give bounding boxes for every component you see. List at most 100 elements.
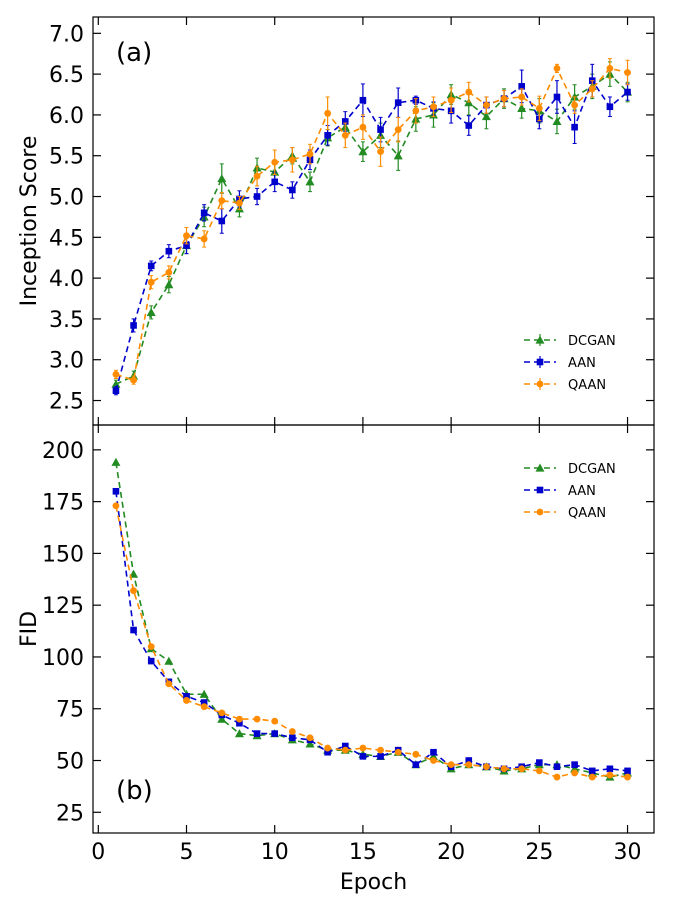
legend-marker [536, 508, 544, 516]
data-point [341, 746, 349, 754]
x-tick-label: 20 [437, 840, 465, 865]
y-tick-label: 2.5 [49, 390, 84, 415]
data-point [217, 174, 227, 183]
data-point [271, 717, 279, 725]
legend-item-dcgan: DCGAN [524, 334, 616, 349]
data-point [147, 278, 155, 286]
legend-marker [536, 486, 544, 494]
data-point [377, 753, 384, 760]
data-point [377, 148, 384, 156]
y-tick-label: 3.5 [49, 308, 84, 333]
data-point [483, 101, 490, 109]
data-point [606, 103, 614, 111]
data-point [165, 269, 173, 276]
data-point [146, 307, 156, 316]
data-point [465, 88, 473, 96]
data-point [271, 158, 279, 166]
data-point [289, 186, 296, 194]
data-point [412, 750, 420, 758]
data-point [393, 151, 403, 160]
data-point [112, 502, 120, 510]
legend-item-aan: AAN [524, 484, 596, 499]
plot-frame [92, 424, 655, 834]
data-point [111, 457, 121, 466]
data-point [218, 197, 226, 205]
x-tick-label: 10 [261, 840, 289, 865]
x-tick-label: 0 [91, 840, 105, 865]
data-point [588, 773, 596, 781]
data-point [483, 763, 490, 771]
data-point [271, 730, 279, 737]
data-point [218, 217, 226, 225]
y-tick-label: 5.0 [49, 186, 84, 211]
data-point [500, 95, 508, 102]
data-point [217, 714, 227, 723]
y-tick-label: 200 [42, 439, 84, 464]
data-point [199, 689, 209, 698]
data-point [447, 96, 455, 104]
data-point [236, 715, 243, 723]
data-point [570, 764, 580, 773]
data-point [306, 734, 314, 742]
data-point [588, 767, 596, 775]
data-point [305, 177, 315, 186]
data-point [341, 131, 349, 139]
data-point [112, 487, 120, 495]
legend-item-aan: AAN [524, 356, 596, 371]
data-point [428, 751, 438, 760]
data-point [571, 101, 579, 109]
data-point [535, 104, 543, 112]
data-point [430, 757, 437, 764]
series-qaan [112, 502, 631, 781]
data-point [606, 765, 614, 773]
data-point [571, 761, 578, 768]
x-tick-label: 5 [180, 840, 194, 865]
data-point [200, 699, 208, 706]
data-point [147, 657, 155, 665]
data-point [359, 123, 367, 131]
y-tick-label: 3.0 [49, 349, 84, 374]
data-point [465, 757, 473, 764]
data-point [164, 280, 174, 289]
y-tick-label: 100 [42, 646, 84, 671]
legend-item-qaan: QAAN [524, 506, 606, 521]
data-point [624, 767, 631, 775]
data-point [394, 126, 402, 134]
data-point [218, 709, 226, 717]
data-point [535, 767, 543, 775]
legend: DCGAN AAN QAAN [524, 334, 616, 393]
data-point [324, 132, 331, 139]
data-point [571, 769, 579, 777]
legend-item-dcgan: DCGAN [524, 462, 616, 477]
series-line [115, 462, 628, 778]
y-tick-label: 125 [42, 594, 84, 619]
data-point [147, 643, 155, 651]
data-point [588, 85, 596, 93]
panel-label: (a) [116, 38, 152, 68]
data-point [289, 734, 296, 742]
data-point [624, 69, 631, 76]
y-tick-label: 4.0 [49, 267, 84, 292]
data-point [624, 773, 631, 781]
data-point [377, 126, 384, 133]
legend-label: QAAN [568, 378, 606, 393]
y-tick-label: 4.5 [49, 226, 84, 251]
data-point [552, 116, 562, 126]
legend-marker [536, 358, 544, 366]
data-point [112, 371, 120, 378]
legend-marker [536, 380, 544, 388]
data-point [111, 379, 121, 388]
data-point [165, 247, 173, 255]
data-point [253, 730, 261, 737]
data-point [553, 763, 561, 771]
data-point [536, 759, 543, 766]
data-point [324, 748, 331, 756]
data-point [553, 93, 561, 101]
data-point [183, 697, 190, 704]
data-point [130, 587, 137, 595]
legend-label: AAN [568, 356, 596, 371]
legend: DCGAN AAN QAAN [524, 462, 616, 521]
series-qaan [112, 58, 631, 385]
data-point [112, 387, 120, 395]
data-point [394, 99, 402, 106]
